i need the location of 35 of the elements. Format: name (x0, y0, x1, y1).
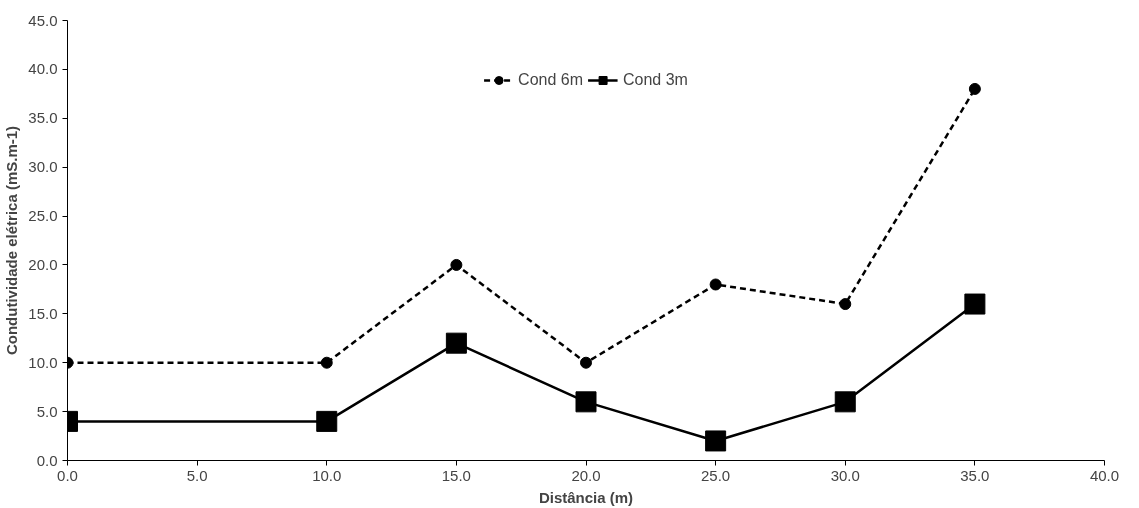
x-tick-label: 15.0 (441, 466, 471, 484)
point (834, 391, 856, 413)
y-tick-label: 40.0 (28, 60, 58, 78)
y-tick-label: 0.0 (36, 451, 58, 469)
point (320, 356, 333, 369)
point (580, 356, 592, 369)
x-axis-title: Distância (m) (538, 488, 634, 506)
y-tick-label: 45.0 (28, 11, 58, 29)
y-tick-label: 10.0 (28, 353, 58, 371)
y-tick-label: 25.0 (28, 207, 58, 225)
y-tick-label: 20.0 (28, 255, 58, 273)
x-tick-label: 35.0 (960, 466, 990, 484)
point (968, 82, 981, 95)
y-tick-label: 35.0 (28, 109, 58, 127)
x-tick-label: 0.0 (57, 466, 78, 484)
point (709, 278, 722, 291)
y-tick-label: 15.0 (28, 304, 58, 322)
legend-label: Cond 6m (518, 71, 583, 89)
point (705, 430, 727, 452)
x-tick-label: 10.0 (312, 466, 342, 484)
y-axis-title: Condutividade elétrica (mS.m-1) (3, 125, 21, 356)
point (575, 391, 597, 413)
x-tick-label: 5.0 (186, 466, 208, 484)
x-tick-label: 40.0 (1089, 466, 1120, 484)
y-tick-label: 30.0 (28, 158, 58, 176)
x-tick-label: 30.0 (830, 466, 860, 484)
x-tick-label: 25.0 (701, 466, 731, 484)
point (964, 293, 986, 315)
y-tick-label: 5.0 (36, 402, 58, 420)
legend-label: Cond 3m (623, 71, 688, 89)
point (450, 258, 463, 271)
x-tick-label: 20.0 (571, 466, 601, 484)
point (839, 298, 852, 311)
point (445, 332, 467, 354)
point (316, 410, 338, 432)
